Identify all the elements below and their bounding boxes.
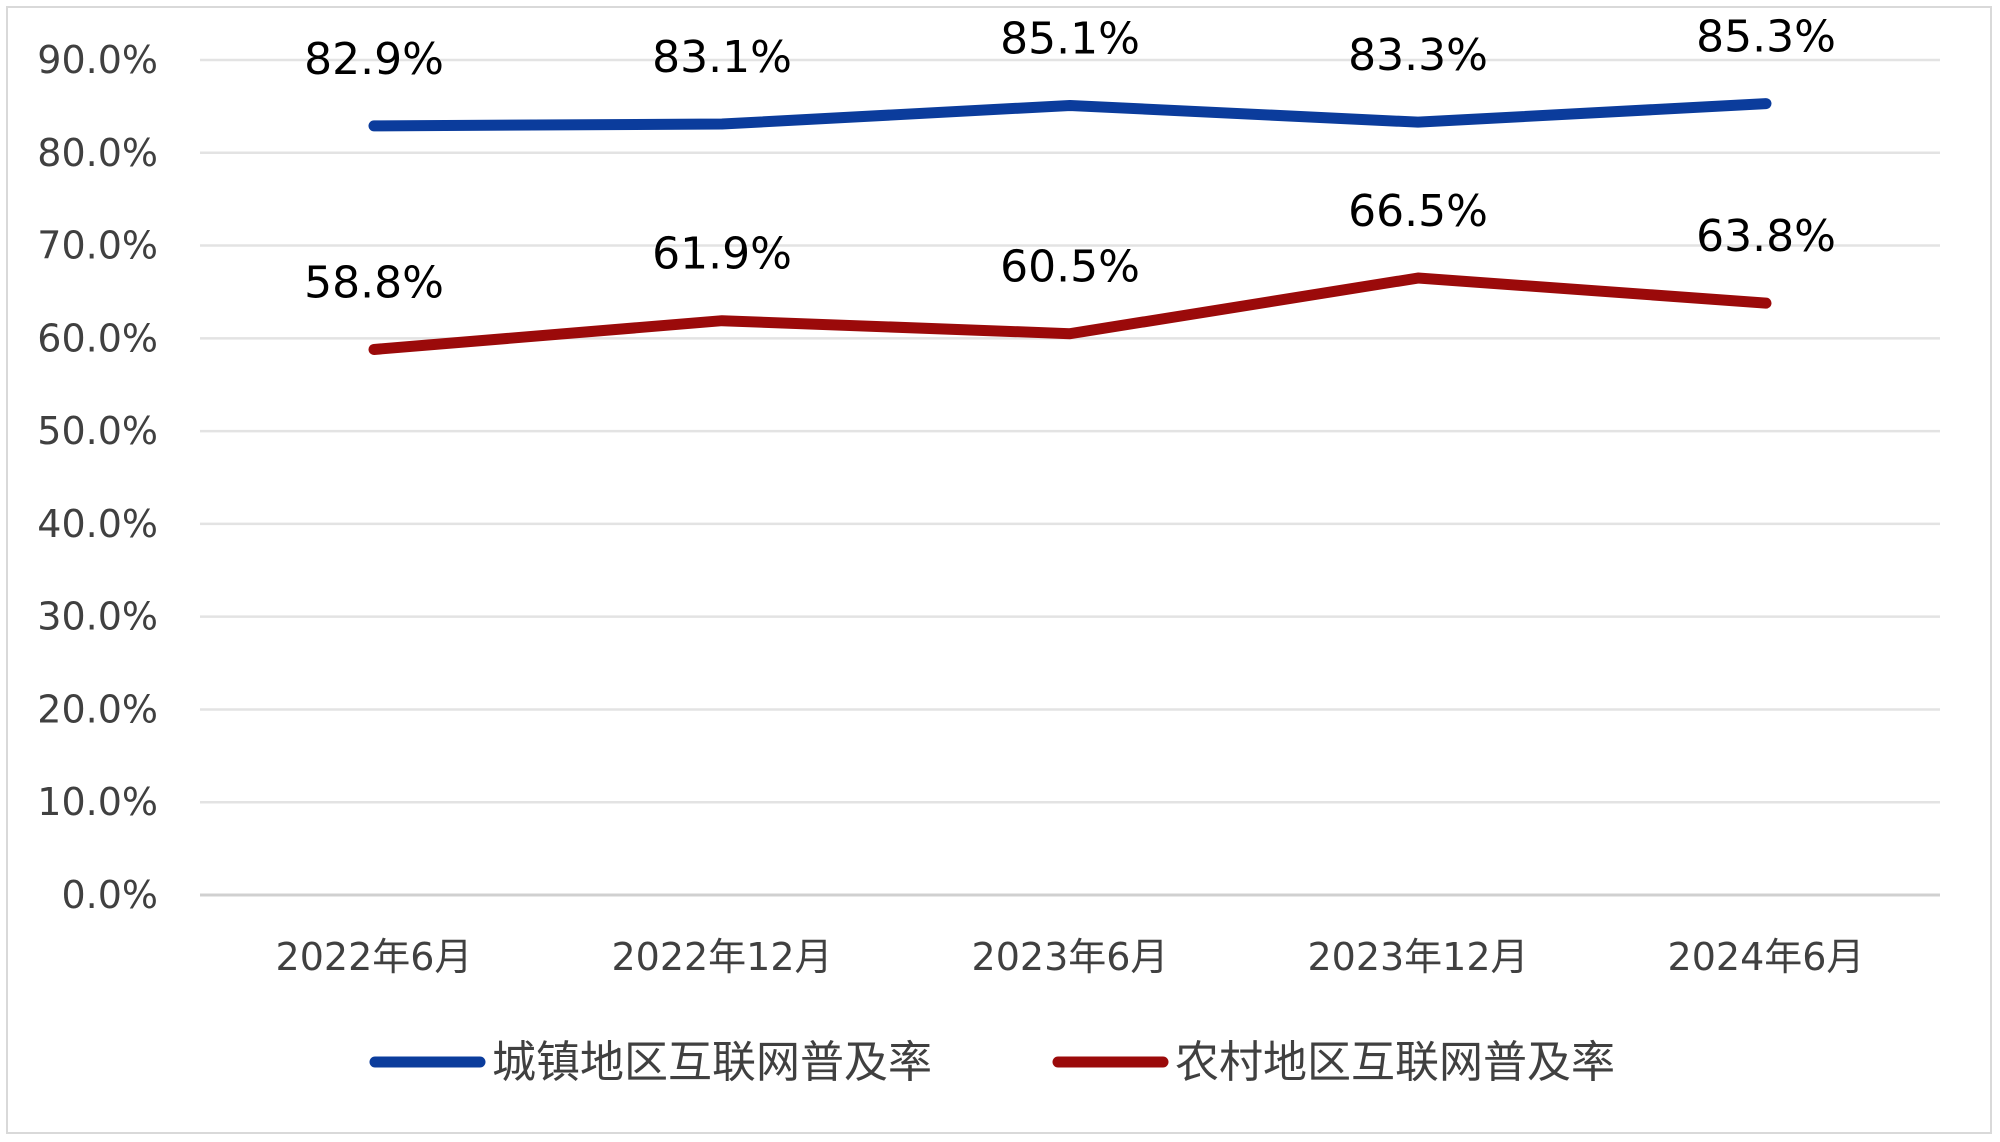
gridlines: [200, 58, 1940, 897]
y-tick-label: 50.0%: [37, 409, 158, 453]
y-tick-label: 0.0%: [61, 873, 158, 917]
x-tick-label: 2023年12月: [1307, 935, 1528, 979]
y-tick-label: 70.0%: [37, 224, 158, 268]
data-label: 66.5%: [1348, 186, 1488, 237]
y-tick-label: 20.0%: [37, 687, 158, 731]
data-label: 83.1%: [652, 32, 792, 83]
y-tick-label: 80.0%: [37, 131, 158, 175]
x-axis: 2022年6月 2022年12月 2023年6月 2023年12月 2024年6月: [276, 935, 1865, 979]
data-label: 61.9%: [652, 229, 792, 280]
x-tick-label: 2024年6月: [1668, 935, 1865, 979]
x-tick-label: 2022年6月: [276, 935, 473, 979]
y-axis: 0.0% 10.0% 20.0% 30.0% 40.0% 50.0% 60.0% 70.0% 8…: [37, 38, 158, 917]
data-label: 63.8%: [1696, 211, 1836, 262]
legend-label: 城镇地区互联网普及率: [492, 1037, 932, 1088]
data-label: 83.3%: [1348, 30, 1488, 81]
x-tick-label: 2023年6月: [972, 935, 1169, 979]
y-tick-label: 60.0%: [37, 316, 158, 360]
series-line-1: [368, 98, 1772, 132]
y-tick-label: 40.0%: [37, 502, 158, 546]
data-label: 58.8%: [304, 257, 444, 308]
y-tick-label: 10.0%: [37, 780, 158, 824]
legend-label: 农村地区互联网普及率: [1175, 1037, 1615, 1088]
legend: 城镇地区互联网普及率 农村地区互联网普及率: [369, 1037, 1615, 1088]
data-label: 82.9%: [304, 34, 444, 85]
y-tick-label: 90.0%: [37, 38, 158, 82]
data-label: 85.3%: [1696, 12, 1836, 63]
data-label: 60.5%: [1000, 242, 1140, 293]
data-labels: 82.9% 83.1% 85.1% 83.3% 85.3% 58.8% 61.9% 60.5%…: [304, 12, 1836, 309]
x-tick-label: 2022年12月: [611, 935, 832, 979]
series-line-2: [368, 272, 1772, 355]
data-label: 85.1%: [1000, 13, 1140, 64]
y-tick-label: 30.0%: [37, 595, 158, 639]
chart-frame: [6, 6, 1992, 1134]
series-lines: [368, 98, 1772, 355]
